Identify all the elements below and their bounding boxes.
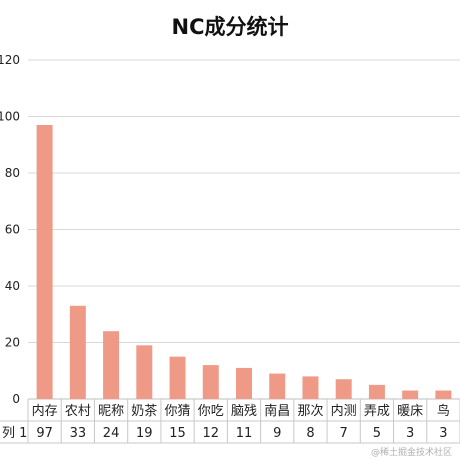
- category-label: 内测: [331, 403, 357, 419]
- category-label: 鸟: [437, 403, 450, 419]
- value-cell: 12: [202, 426, 219, 441]
- series-name-label: 列 1: [2, 426, 27, 441]
- category-label: 暖床: [397, 404, 423, 419]
- y-tick-label: 20: [5, 336, 20, 350]
- category-label: 你吃: [198, 403, 224, 419]
- value-cell: 33: [70, 426, 87, 441]
- bar: [302, 376, 319, 399]
- value-cell: 3: [406, 426, 414, 441]
- category-label: 昵称: [98, 404, 124, 419]
- bar: [69, 305, 86, 399]
- category-label: 弄成: [364, 404, 390, 419]
- value-cell: 7: [340, 426, 348, 441]
- bar: [136, 345, 153, 399]
- category-label: 南昌: [264, 403, 290, 419]
- category-label: 那次: [297, 403, 323, 419]
- value-cell: 19: [136, 426, 153, 441]
- y-tick-label: 60: [5, 223, 20, 237]
- bar: [103, 331, 120, 399]
- bar: [335, 379, 352, 399]
- grid-lines: [28, 59, 460, 400]
- category-label: 奶茶: [131, 403, 157, 419]
- bar: [202, 365, 219, 399]
- value-cell: 5: [373, 426, 381, 441]
- bars: [36, 124, 452, 399]
- value-cell: 97: [36, 426, 53, 441]
- value-cell: 8: [306, 426, 314, 441]
- chart-title: NC成分统计: [172, 15, 289, 39]
- value-cell: 3: [439, 426, 447, 441]
- bar: [435, 390, 452, 399]
- category-label: 农村: [65, 404, 91, 419]
- bar: [169, 356, 186, 399]
- value-cell: 11: [236, 426, 253, 441]
- category-label: 你猜: [165, 404, 191, 419]
- y-tick-label: 40: [5, 279, 20, 293]
- bar: [36, 124, 53, 399]
- bar: [402, 390, 419, 399]
- data-table: 内存 农村 昵称 奶茶 你猜 你吃 脑残 南昌 那次 内测 弄成 暖床 鸟列 1 97 33 24 19 15 12…: [0, 399, 460, 444]
- y-tick-label: 100: [0, 110, 20, 124]
- value-cell: 24: [103, 426, 120, 441]
- value-cell: 15: [169, 426, 186, 441]
- y-axis-ticks: 0 20 40 60 80 100 120: [0, 53, 20, 406]
- bar: [368, 384, 385, 399]
- category-label: 内存: [32, 403, 58, 419]
- bar: [269, 373, 286, 399]
- category-label: 脑残: [231, 404, 257, 419]
- value-cell: 9: [273, 426, 281, 441]
- watermark: @稀土掘金技术社区: [371, 446, 452, 458]
- bar: [236, 367, 252, 399]
- y-tick-label: 120: [0, 53, 20, 67]
- y-tick-label: 80: [5, 166, 20, 180]
- y-tick-label: 0: [12, 392, 20, 406]
